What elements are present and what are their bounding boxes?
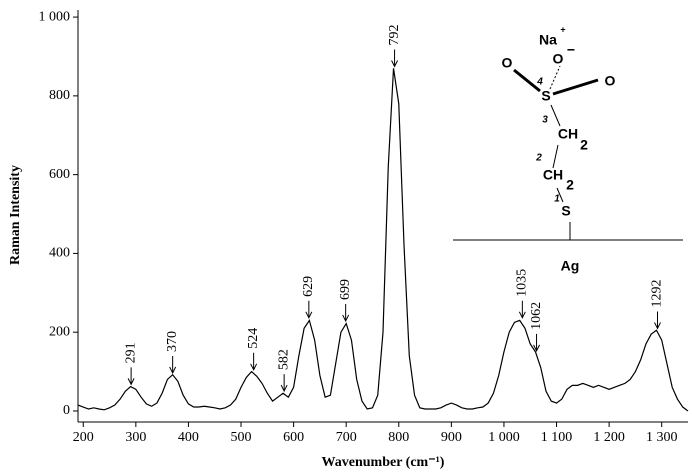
- peak-arrow: [250, 352, 258, 371]
- x-tick-label: 600: [283, 430, 304, 445]
- atom: CH: [543, 167, 563, 183]
- subscript: 2: [566, 177, 574, 193]
- x-axis-label: Wavenumber (cm⁻¹): [322, 455, 445, 470]
- carbon-number: 1: [554, 194, 560, 205]
- atom: O: [605, 73, 616, 89]
- peak-label: 291: [123, 342, 138, 363]
- x-tick-label: 500: [231, 430, 252, 445]
- bond: [556, 187, 564, 203]
- bond: [552, 78, 599, 96]
- y-axis-label: Raman Intensity: [8, 165, 23, 265]
- bond: [552, 144, 559, 169]
- peak-arrow: [280, 374, 288, 393]
- peak-label: 1292: [650, 279, 665, 307]
- x-tick-label: 700: [336, 430, 357, 445]
- peak-arrow: [342, 303, 350, 323]
- atom: O: [502, 55, 513, 71]
- y-tick-label: 800: [49, 88, 70, 103]
- atom: Na: [539, 32, 557, 48]
- peak-arrow: [169, 355, 177, 375]
- atom: CH: [558, 126, 578, 142]
- atom: S: [561, 203, 570, 219]
- x-tick-label: 1 100: [541, 430, 573, 445]
- peak-label: 792: [387, 25, 402, 46]
- peak-arrow: [391, 49, 399, 68]
- surface-label: Ag: [561, 258, 580, 274]
- x-tick-label: 300: [125, 430, 146, 445]
- bond: [550, 104, 561, 127]
- carbon-number: 4: [536, 77, 543, 88]
- bond: [549, 65, 561, 90]
- x-tick-label: 1 000: [488, 430, 520, 445]
- peak-arrow: [654, 311, 661, 330]
- x-tick-label: 1 300: [646, 430, 678, 445]
- peak-label: 629: [301, 276, 316, 297]
- spectrum-line: [77, 68, 689, 412]
- y-tick-label: 1 000: [39, 9, 71, 24]
- inset: Na + O − O O S CH 2 CH 2 S 1 2 3 4 Ag: [453, 24, 683, 274]
- peak-label: 1062: [529, 302, 544, 330]
- peak-label: 370: [165, 331, 180, 352]
- peak-label: 1035: [515, 269, 530, 297]
- x-tick-label: 200: [73, 430, 94, 445]
- charge: −: [567, 42, 575, 58]
- carbon-number: 2: [535, 153, 542, 164]
- y-tick-label: 400: [49, 246, 70, 261]
- peak-arrow: [127, 367, 135, 386]
- x-tick-label: 900: [441, 430, 462, 445]
- subscript: 2: [580, 137, 588, 153]
- x-tick-label: 1 200: [593, 430, 625, 445]
- y-tick-label: 0: [63, 403, 70, 418]
- peak-label: 699: [338, 279, 353, 300]
- atom: S: [541, 88, 550, 104]
- peak-label: 524: [246, 328, 261, 349]
- bond: [513, 68, 541, 93]
- x-tick-label: 400: [178, 430, 199, 445]
- y-tick-label: 600: [49, 167, 70, 182]
- y-tick-label: 200: [49, 324, 70, 339]
- peak-arrow: [533, 333, 540, 353]
- x-tick-label: 800: [388, 430, 409, 445]
- charge: +: [560, 24, 565, 34]
- atom: O: [553, 51, 564, 67]
- peak-arrow: [518, 300, 526, 319]
- peak-arrow: [305, 300, 313, 319]
- peak-label: 582: [276, 349, 291, 370]
- carbon-number: 3: [542, 115, 548, 126]
